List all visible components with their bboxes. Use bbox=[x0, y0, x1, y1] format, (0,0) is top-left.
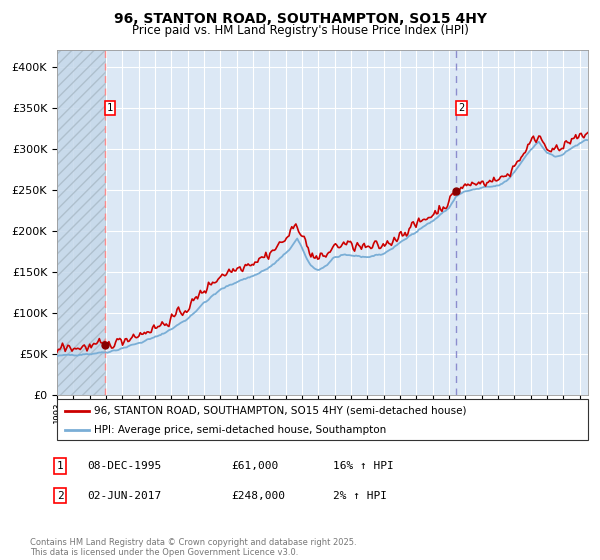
Text: 2: 2 bbox=[56, 491, 64, 501]
Text: £248,000: £248,000 bbox=[231, 491, 285, 501]
Text: 2% ↑ HPI: 2% ↑ HPI bbox=[333, 491, 387, 501]
Text: 96, STANTON ROAD, SOUTHAMPTON, SO15 4HY: 96, STANTON ROAD, SOUTHAMPTON, SO15 4HY bbox=[113, 12, 487, 26]
Text: 1: 1 bbox=[56, 461, 64, 471]
FancyBboxPatch shape bbox=[57, 399, 588, 440]
Text: 1: 1 bbox=[107, 103, 113, 113]
Text: 08-DEC-1995: 08-DEC-1995 bbox=[87, 461, 161, 471]
Text: 96, STANTON ROAD, SOUTHAMPTON, SO15 4HY (semi-detached house): 96, STANTON ROAD, SOUTHAMPTON, SO15 4HY … bbox=[94, 405, 467, 416]
Text: 02-JUN-2017: 02-JUN-2017 bbox=[87, 491, 161, 501]
Bar bbox=[57, 50, 105, 395]
Text: Contains HM Land Registry data © Crown copyright and database right 2025.
This d: Contains HM Land Registry data © Crown c… bbox=[30, 538, 356, 557]
Text: Price paid vs. HM Land Registry's House Price Index (HPI): Price paid vs. HM Land Registry's House … bbox=[131, 24, 469, 36]
Text: HPI: Average price, semi-detached house, Southampton: HPI: Average price, semi-detached house,… bbox=[94, 424, 386, 435]
Text: 2: 2 bbox=[458, 103, 464, 113]
Text: 16% ↑ HPI: 16% ↑ HPI bbox=[333, 461, 394, 471]
Text: £61,000: £61,000 bbox=[231, 461, 278, 471]
